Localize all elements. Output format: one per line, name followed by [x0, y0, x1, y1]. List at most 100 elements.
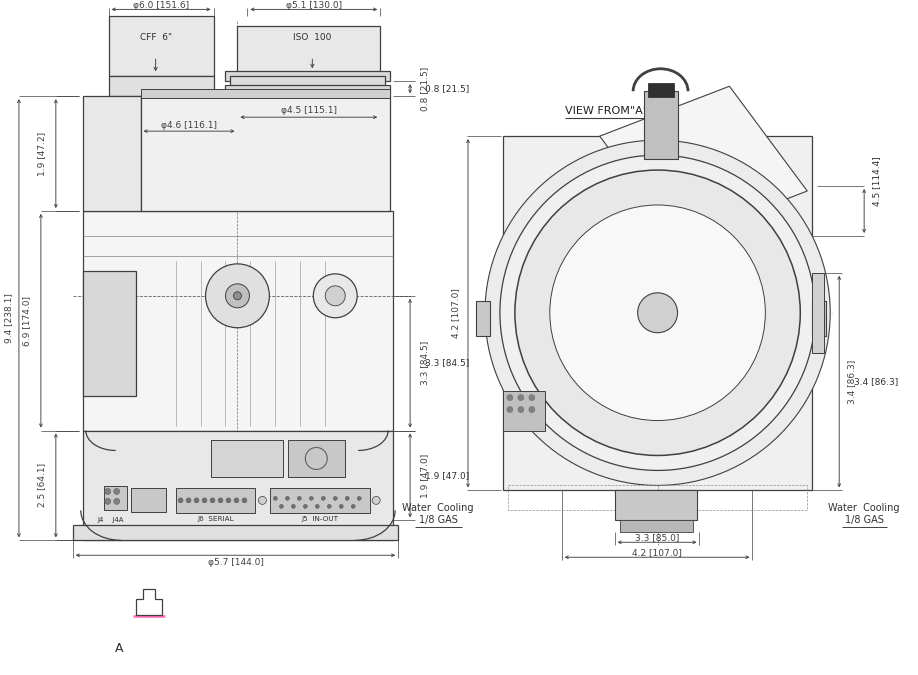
Text: 4.2 [107.0]: 4.2 [107.0] [452, 288, 461, 338]
Circle shape [210, 498, 215, 503]
Circle shape [233, 292, 241, 300]
Circle shape [291, 504, 296, 508]
Circle shape [507, 406, 513, 412]
Text: 3.3 [85.0]: 3.3 [85.0] [635, 533, 679, 542]
Bar [476, 301, 490, 335]
Text: 4.5 [114.4]: 4.5 [114.4] [873, 156, 881, 206]
Bar [140, 89, 390, 99]
Circle shape [194, 498, 199, 503]
Text: 0.8 [21.5]: 0.8 [21.5] [425, 84, 469, 92]
Circle shape [114, 489, 119, 494]
Bar [73, 525, 398, 540]
Circle shape [515, 170, 800, 456]
Text: ISO  100: ISO 100 [293, 33, 331, 42]
Bar [175, 489, 255, 514]
Circle shape [325, 286, 345, 306]
Bar [108, 16, 214, 76]
Text: 0.8 [21.5]: 0.8 [21.5] [420, 67, 430, 111]
Bar [812, 273, 824, 352]
Bar [1, 1, 460, 675]
Bar [503, 391, 544, 431]
Bar [83, 97, 140, 211]
Text: 1.9 [47.2]: 1.9 [47.2] [38, 132, 47, 176]
Text: 3.3 [84.5]: 3.3 [84.5] [420, 341, 430, 385]
Circle shape [297, 496, 301, 500]
Bar [230, 76, 386, 89]
Text: VIEW FROM"A": VIEW FROM"A" [565, 106, 648, 116]
Circle shape [345, 496, 349, 500]
Circle shape [285, 496, 289, 500]
Circle shape [485, 140, 830, 485]
Circle shape [328, 504, 331, 508]
Text: φ4.6 [116.1]: φ4.6 [116.1] [161, 121, 217, 130]
Bar [644, 91, 677, 159]
Circle shape [313, 274, 357, 318]
Text: φ6.0 [151.6]: φ6.0 [151.6] [133, 1, 189, 10]
Text: φ5.7 [144.0]: φ5.7 [144.0] [207, 558, 263, 567]
Bar [83, 211, 393, 431]
Bar [140, 97, 390, 211]
Bar [620, 520, 692, 533]
Circle shape [234, 498, 239, 503]
Text: φ4.5 [115.1]: φ4.5 [115.1] [281, 106, 337, 115]
Text: 3.4 [86.3]: 3.4 [86.3] [846, 360, 856, 404]
Text: 9.4 [238.1]: 9.4 [238.1] [5, 294, 14, 343]
Text: 3.4 [86.3]: 3.4 [86.3] [854, 377, 899, 386]
Circle shape [550, 205, 766, 421]
Bar [83, 271, 136, 396]
Text: 4.2 [107.0]: 4.2 [107.0] [633, 547, 682, 557]
Bar [647, 83, 674, 97]
Text: 1.9 [47.0]: 1.9 [47.0] [420, 454, 430, 497]
Text: MAINS: MAINS [235, 446, 258, 452]
Text: FUSE TYPE: FUSE TYPE [229, 454, 264, 460]
Bar [226, 85, 390, 97]
Bar [226, 72, 390, 81]
Bar [288, 441, 345, 477]
Text: 5 A: 5 A [241, 462, 252, 468]
Bar [450, 1, 917, 675]
Circle shape [274, 496, 277, 500]
Text: 2.5 [64.1]: 2.5 [64.1] [38, 463, 47, 508]
Circle shape [500, 155, 815, 470]
Circle shape [178, 498, 183, 503]
Circle shape [638, 293, 677, 333]
Text: ~: ~ [311, 452, 321, 465]
Circle shape [529, 406, 535, 412]
Circle shape [507, 395, 513, 400]
Circle shape [309, 496, 313, 500]
Circle shape [218, 498, 223, 503]
Circle shape [259, 496, 266, 504]
Bar [130, 489, 165, 512]
Bar [83, 431, 393, 540]
Text: 6.3°: 6.3° [638, 263, 657, 272]
Circle shape [202, 498, 207, 503]
Circle shape [321, 496, 325, 500]
Bar [615, 491, 698, 520]
Bar [238, 26, 380, 76]
Text: J5  IN-OUT: J5 IN-OUT [302, 516, 339, 522]
Text: 3.3 [84.5]: 3.3 [84.5] [425, 358, 469, 367]
Circle shape [105, 498, 111, 504]
Circle shape [242, 498, 247, 503]
Bar [271, 489, 370, 514]
Text: A: A [115, 641, 123, 655]
Bar [503, 136, 812, 491]
Circle shape [303, 504, 308, 508]
Circle shape [226, 498, 231, 503]
Bar [210, 441, 284, 477]
Circle shape [105, 489, 111, 494]
Circle shape [315, 504, 319, 508]
Polygon shape [599, 86, 807, 241]
Bar [104, 487, 127, 510]
Circle shape [518, 406, 524, 412]
Text: Water  Cooling: Water Cooling [828, 504, 900, 514]
Polygon shape [136, 589, 162, 615]
Text: ▲: ▲ [144, 494, 151, 504]
Bar [108, 76, 214, 97]
Text: J6  SERIAL: J6 SERIAL [197, 516, 234, 522]
Text: 1.9 [47.0]: 1.9 [47.0] [425, 471, 469, 480]
Text: 1/8 GAS: 1/8 GAS [845, 515, 884, 525]
Text: 6.9 [174.0]: 6.9 [174.0] [22, 296, 31, 346]
Bar [812, 301, 826, 335]
Circle shape [518, 395, 524, 400]
